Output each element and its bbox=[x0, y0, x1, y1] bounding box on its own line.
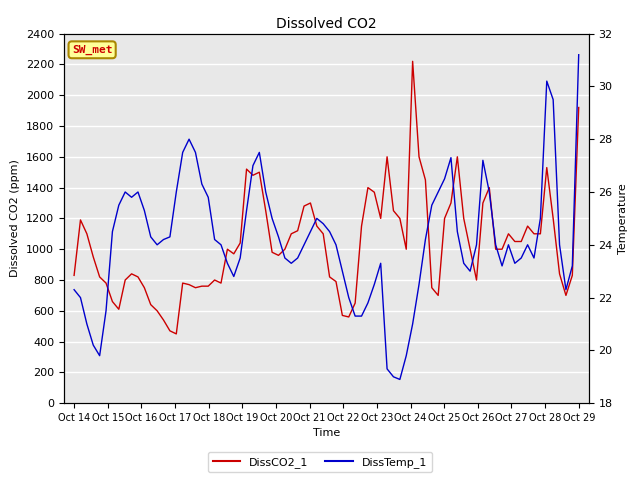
Y-axis label: Temperature: Temperature bbox=[618, 183, 628, 254]
Text: SW_met: SW_met bbox=[72, 45, 113, 55]
Legend: DissCO2_1, DissTemp_1: DissCO2_1, DissTemp_1 bbox=[208, 452, 432, 472]
X-axis label: Time: Time bbox=[313, 429, 340, 438]
Y-axis label: Dissolved CO2 (ppm): Dissolved CO2 (ppm) bbox=[10, 159, 20, 277]
Title: Dissolved CO2: Dissolved CO2 bbox=[276, 17, 377, 31]
